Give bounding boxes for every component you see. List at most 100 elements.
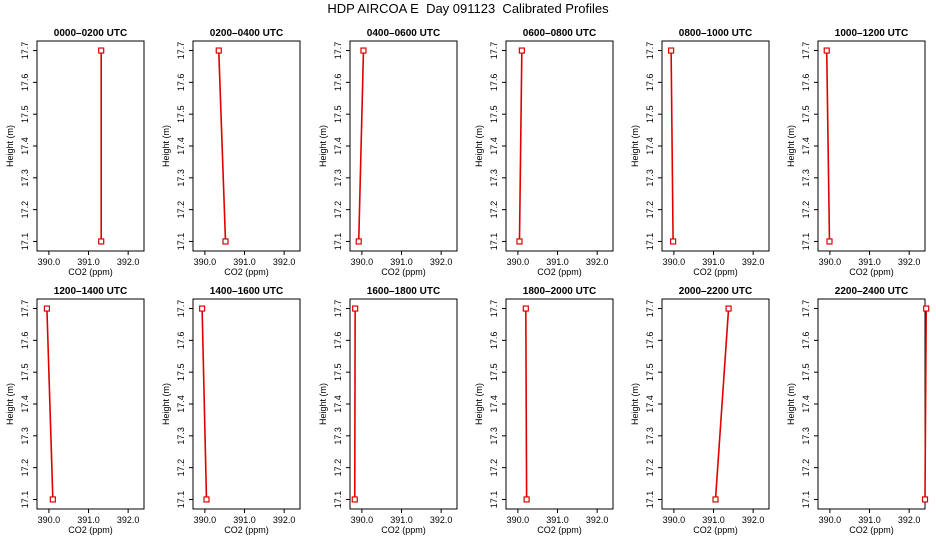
y-tick-label: 17.1 [801, 233, 811, 251]
x-tick-label: 392.0 [117, 515, 140, 525]
x-axis-label: CO2 (ppm) [537, 525, 582, 535]
panel-title: 1000–1200 UTC [835, 28, 908, 39]
y-tick-label: 17.3 [333, 169, 343, 187]
profile-point [49, 496, 56, 503]
y-tick-label: 17.3 [20, 427, 30, 445]
x-axis-label: CO2 (ppm) [693, 267, 738, 277]
y-tick-label: 17.4 [333, 395, 343, 413]
plot-frame [505, 298, 614, 510]
y-tick-label: 17.3 [645, 169, 655, 187]
panel-4: 0600–0800 UTC 390.0 391.0 392.0 CO2 (ppm) 17.… [474, 28, 614, 277]
panel-1: 0000–0200 UTC 390.0 391.0 392.0 CO2 (ppm) 17.… [5, 28, 145, 277]
panel-3: 0400–0600 UTC 390.0 391.0 392.0 CO2 (ppm) 17.… [318, 28, 458, 277]
y-tick-label: 17.3 [176, 427, 186, 445]
x-tick-label: 392.0 [430, 257, 453, 267]
profile-point [523, 496, 530, 503]
y-tick-label: 17.5 [489, 363, 499, 381]
y-tick-label: 17.7 [645, 300, 655, 318]
y-tick-label: 17.3 [645, 427, 655, 445]
plot-frame [817, 40, 926, 252]
y-tick-label: 17.3 [333, 427, 343, 445]
y-tick-label: 17.6 [489, 74, 499, 92]
y-tick-label: 17.4 [176, 395, 186, 413]
x-tick-label: 391.0 [233, 257, 256, 267]
plot-frame [661, 298, 770, 510]
panel-title: 2000–2200 UTC [679, 286, 752, 297]
x-tick-label: 392.0 [273, 257, 296, 267]
y-axis-label: Height (m) [474, 383, 484, 425]
y-tick-label: 17.6 [801, 74, 811, 92]
y-tick-label: 17.5 [801, 105, 811, 123]
x-axis-label: CO2 (ppm) [381, 267, 426, 277]
x-tick-label: 392.0 [898, 257, 921, 267]
profile-line [518, 50, 523, 242]
x-tick-label: 391.0 [77, 515, 100, 525]
plot-frame [817, 298, 926, 510]
plot-frame [36, 40, 145, 252]
x-tick-label: 390.0 [194, 515, 217, 525]
y-tick-label: 17.7 [645, 42, 655, 60]
x-tick-label: 392.0 [742, 515, 765, 525]
profile-point [518, 47, 525, 54]
profile-point [98, 238, 105, 245]
profile-point [522, 305, 529, 312]
x-tick-label: 391.0 [546, 257, 569, 267]
y-tick-label: 17.2 [20, 459, 30, 477]
y-axis-label: Height (m) [474, 125, 484, 167]
profile-point [360, 47, 367, 54]
y-tick-label: 17.2 [645, 201, 655, 219]
y-tick-label: 17.2 [176, 459, 186, 477]
x-tick-label: 392.0 [430, 515, 453, 525]
x-tick-label: 390.0 [351, 257, 374, 267]
y-tick-label: 17.6 [333, 332, 343, 350]
y-tick-label: 17.5 [20, 363, 30, 381]
panel-7: 1200–1400 UTC 390.0 391.0 392.0 CO2 (ppm) 17.… [5, 286, 145, 535]
y-tick-label: 17.7 [489, 42, 499, 60]
plot-frame [36, 298, 145, 510]
y-tick-label: 17.6 [645, 332, 655, 350]
y-tick-label: 17.7 [176, 42, 186, 60]
y-tick-label: 17.6 [489, 332, 499, 350]
profile-point [712, 496, 719, 503]
profile-point [98, 47, 105, 54]
panel-12: 2200–2400 UTC 390.0 391.0 392.0 CO2 (ppm) 17.… [786, 286, 930, 535]
x-axis-label: CO2 (ppm) [224, 267, 269, 277]
y-tick-label: 17.7 [801, 42, 811, 60]
profile-line [714, 308, 730, 500]
y-tick-label: 17.4 [645, 395, 655, 413]
x-tick-label: 391.0 [858, 515, 881, 525]
y-tick-label: 17.5 [20, 105, 30, 123]
x-tick-label: 390.0 [507, 257, 530, 267]
x-tick-label: 392.0 [898, 515, 921, 525]
y-tick-label: 17.4 [20, 395, 30, 413]
profile-point [355, 238, 362, 245]
profile-point [669, 238, 677, 245]
panel-title: 1600–1800 UTC [367, 286, 440, 297]
profile-point [725, 305, 732, 312]
y-axis-label: Height (m) [161, 125, 171, 167]
panel-title: 2200–2400 UTC [835, 286, 908, 297]
y-tick-label: 17.2 [333, 201, 343, 219]
x-tick-label: 390.0 [38, 257, 61, 267]
x-tick-label: 391.0 [390, 515, 413, 525]
profile-line [46, 308, 54, 500]
x-axis-label: CO2 (ppm) [849, 525, 894, 535]
x-tick-label: 392.0 [273, 515, 296, 525]
y-tick-label: 17.6 [801, 332, 811, 350]
panel-title: 0800–1000 UTC [679, 28, 752, 39]
y-tick-label: 17.1 [20, 233, 30, 251]
x-tick-label: 392.0 [586, 257, 609, 267]
x-axis-label: CO2 (ppm) [537, 267, 582, 277]
y-axis-label: Height (m) [5, 383, 15, 425]
profile-point [352, 305, 359, 312]
y-tick-label: 17.2 [489, 201, 499, 219]
profile-point [923, 305, 930, 312]
y-tick-label: 17.1 [489, 491, 499, 509]
y-tick-label: 17.4 [333, 137, 343, 155]
panel-6: 1000–1200 UTC 390.0 391.0 392.0 CO2 (ppm) 17.… [786, 28, 926, 277]
x-axis-label: CO2 (ppm) [693, 525, 738, 535]
y-tick-label: 17.4 [489, 137, 499, 155]
x-tick-label: 390.0 [194, 257, 217, 267]
y-tick-label: 17.4 [801, 395, 811, 413]
panel-5: 0800–1000 UTC 390.0 391.0 392.0 CO2 (ppm) 17.… [630, 28, 770, 277]
